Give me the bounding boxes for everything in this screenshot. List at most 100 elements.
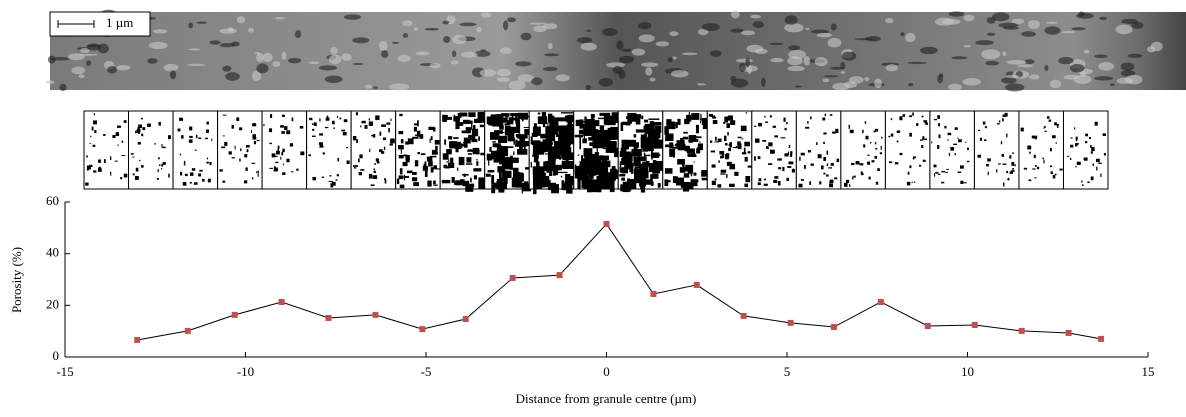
sem-texture xyxy=(745,57,750,68)
pore xyxy=(607,176,613,190)
sem-texture xyxy=(219,43,235,48)
pore xyxy=(830,163,834,166)
pore xyxy=(202,178,205,182)
pore xyxy=(373,170,376,173)
pore xyxy=(442,114,447,122)
pore xyxy=(1081,184,1084,186)
pore xyxy=(502,168,506,180)
pore xyxy=(822,117,826,121)
pore xyxy=(269,142,272,145)
pore xyxy=(535,161,540,171)
pore xyxy=(978,129,981,132)
sem-texture xyxy=(784,15,798,25)
pore xyxy=(633,144,638,153)
pore xyxy=(412,177,418,182)
pore xyxy=(91,126,94,131)
sem-texture xyxy=(1058,56,1074,65)
pore xyxy=(720,173,726,175)
pore xyxy=(717,138,722,142)
pore xyxy=(190,172,194,176)
pore xyxy=(699,141,701,143)
pore xyxy=(336,115,339,118)
pore xyxy=(574,164,577,175)
pore xyxy=(712,116,717,119)
pore xyxy=(875,148,878,150)
pore xyxy=(523,140,529,147)
pore xyxy=(222,135,225,137)
pore xyxy=(540,133,553,139)
pore xyxy=(115,132,120,137)
pore xyxy=(609,179,615,193)
pore xyxy=(931,141,933,144)
pore xyxy=(720,169,727,173)
sem-texture xyxy=(450,60,459,65)
pore xyxy=(85,182,89,186)
sem-texture xyxy=(1011,18,1025,24)
sem-texture xyxy=(606,62,626,68)
pore xyxy=(376,161,380,164)
pore xyxy=(399,113,403,117)
pore xyxy=(335,179,338,181)
sem-texture xyxy=(618,55,635,64)
pore xyxy=(275,161,279,164)
tile xyxy=(217,110,263,190)
pore xyxy=(558,136,570,150)
sem-texture xyxy=(219,28,237,34)
pore xyxy=(313,122,317,127)
pore xyxy=(965,141,967,144)
pore xyxy=(524,128,531,135)
pore xyxy=(543,161,556,172)
pore xyxy=(329,175,332,177)
pore xyxy=(674,143,678,147)
pore xyxy=(602,166,609,178)
sem-texture xyxy=(459,22,477,27)
pore xyxy=(183,160,186,165)
pore xyxy=(1009,155,1012,159)
pore xyxy=(682,162,684,167)
pore xyxy=(332,120,335,125)
pore xyxy=(504,114,509,118)
pore xyxy=(541,175,545,188)
pore xyxy=(465,127,471,134)
pore xyxy=(471,122,473,130)
pore xyxy=(700,119,702,124)
pore xyxy=(239,127,243,131)
y-tick-label: 0 xyxy=(53,348,60,363)
pore xyxy=(916,123,919,126)
sem-texture xyxy=(655,41,670,47)
sem-texture xyxy=(1146,46,1156,53)
x-tick-label: 0 xyxy=(603,364,610,379)
pore xyxy=(710,150,716,153)
sem-texture xyxy=(507,17,516,23)
sem-texture xyxy=(51,57,71,61)
x-tick-label: -15 xyxy=(56,364,73,379)
pore xyxy=(219,169,223,172)
sem-texture xyxy=(739,62,746,72)
pore xyxy=(982,121,986,125)
pore xyxy=(683,183,690,192)
pore xyxy=(552,166,557,176)
pore xyxy=(412,172,417,175)
pore xyxy=(445,157,448,159)
tile xyxy=(795,110,842,190)
pore xyxy=(729,163,736,170)
pore xyxy=(666,180,671,183)
pore xyxy=(987,158,991,162)
sem-texture xyxy=(669,31,679,37)
pore xyxy=(255,171,258,173)
point xyxy=(231,311,238,318)
sem-texture xyxy=(905,32,916,43)
pore xyxy=(228,151,232,155)
pore xyxy=(637,156,647,161)
sem-texture xyxy=(900,32,905,37)
pore xyxy=(511,114,514,118)
pore xyxy=(581,155,583,162)
pore xyxy=(253,140,257,145)
pore xyxy=(582,158,591,168)
pore xyxy=(355,112,358,116)
pore xyxy=(383,178,387,181)
sem-texture xyxy=(586,29,592,32)
pore xyxy=(553,151,556,160)
pore xyxy=(1034,177,1037,179)
sem-texture xyxy=(1044,26,1061,35)
